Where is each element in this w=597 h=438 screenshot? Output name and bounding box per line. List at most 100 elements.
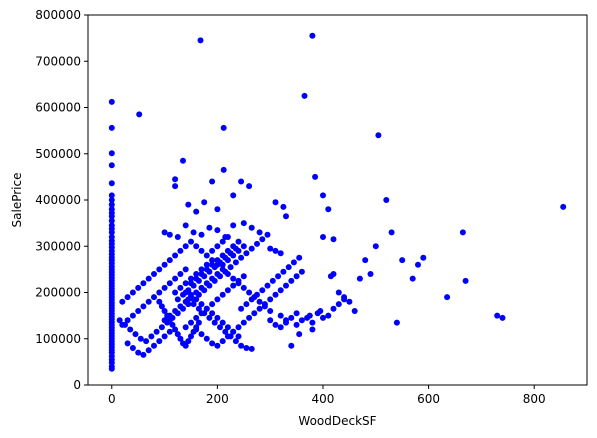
data-point	[156, 338, 163, 345]
data-point	[198, 301, 205, 308]
x-tick-label: 200	[206, 392, 229, 406]
data-point	[222, 254, 229, 261]
data-point	[320, 314, 326, 321]
data-point	[203, 305, 210, 312]
data-point	[172, 252, 179, 259]
data-point	[198, 284, 205, 291]
data-point	[217, 324, 223, 331]
x-axis: 0 200 400 600 800	[108, 385, 546, 406]
data-point	[214, 206, 221, 213]
data-point	[494, 312, 501, 319]
y-tick-label: 300000	[35, 239, 81, 253]
data-point	[185, 338, 192, 345]
data-point	[393, 319, 400, 326]
data-point	[166, 257, 173, 264]
data-point	[193, 296, 200, 303]
data-point	[230, 328, 237, 335]
data-point	[166, 328, 173, 335]
data-point	[219, 238, 226, 245]
data-point	[127, 326, 134, 333]
data-point	[166, 317, 173, 324]
data-point	[201, 310, 208, 317]
data-point	[188, 238, 194, 245]
data-point	[156, 298, 163, 305]
data-point	[161, 317, 168, 324]
data-point	[272, 321, 279, 328]
data-point	[156, 289, 163, 296]
data-point	[135, 349, 142, 356]
data-point	[214, 342, 221, 349]
data-point	[230, 275, 237, 282]
data-point	[288, 314, 295, 321]
data-point	[188, 275, 194, 282]
data-point	[232, 245, 239, 252]
data-point	[219, 338, 226, 345]
data-point	[224, 234, 231, 240]
data-point	[209, 275, 216, 282]
data-point	[277, 324, 284, 331]
data-point	[182, 324, 189, 331]
data-point	[227, 250, 234, 257]
data-point	[248, 345, 255, 352]
data-point	[267, 308, 274, 314]
data-point	[275, 273, 282, 280]
data-point	[209, 178, 216, 185]
data-point	[172, 176, 179, 183]
data-point	[222, 328, 229, 335]
data-point	[240, 319, 247, 326]
data-point	[177, 247, 184, 254]
data-point	[145, 275, 152, 282]
data-point	[188, 291, 194, 298]
data-point	[119, 321, 126, 328]
data-point	[296, 254, 303, 261]
data-point	[296, 331, 303, 338]
data-point	[214, 227, 221, 234]
data-point	[248, 296, 255, 303]
data-point	[172, 308, 179, 314]
data-point	[420, 254, 427, 261]
data-point	[108, 201, 115, 208]
data-point	[169, 321, 176, 328]
data-point	[238, 178, 245, 185]
data-point	[182, 342, 189, 349]
data-point	[298, 268, 305, 275]
data-point	[243, 301, 250, 308]
data-point	[108, 150, 115, 157]
data-point	[312, 173, 319, 180]
data-point	[309, 319, 316, 326]
data-point	[201, 199, 208, 206]
data-point	[203, 280, 210, 287]
data-point	[309, 32, 316, 39]
data-point	[351, 308, 358, 314]
data-point	[320, 234, 326, 240]
data-point	[232, 338, 239, 345]
data-point	[108, 180, 115, 187]
data-point	[161, 229, 168, 236]
data-point	[240, 284, 247, 291]
data-point	[158, 324, 165, 331]
data-point	[116, 317, 123, 324]
data-point	[224, 324, 231, 331]
data-point	[240, 273, 247, 280]
data-point	[235, 333, 242, 340]
data-point	[277, 250, 284, 257]
data-point	[335, 289, 342, 296]
data-point	[132, 331, 139, 338]
data-point	[143, 338, 150, 345]
data-point	[240, 220, 247, 227]
y-tick-label: 200000	[35, 286, 81, 300]
data-point	[161, 308, 168, 314]
data-point	[190, 282, 197, 289]
data-point	[193, 271, 200, 277]
data-point	[267, 317, 274, 324]
data-point	[217, 259, 223, 266]
data-point	[283, 213, 289, 220]
data-point	[153, 328, 160, 335]
data-point	[124, 340, 131, 347]
data-point	[280, 268, 287, 275]
data-point	[444, 294, 451, 301]
data-point	[108, 162, 115, 169]
data-point	[185, 201, 192, 208]
data-point	[190, 301, 197, 308]
